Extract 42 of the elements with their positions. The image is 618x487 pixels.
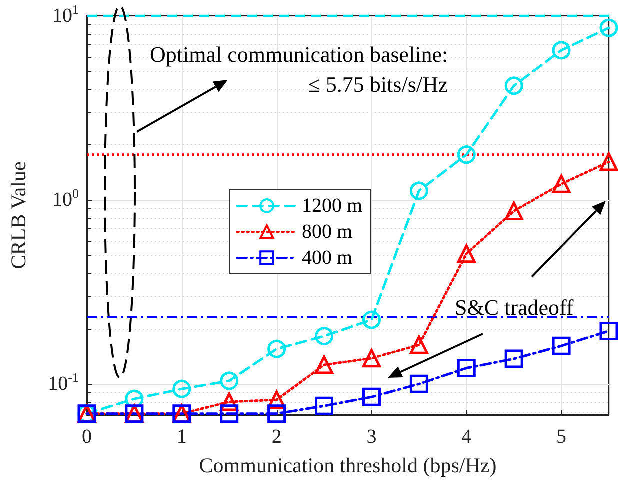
y-tick-label: 10$^{1}$ <box>52 2 79 27</box>
point <box>457 359 476 378</box>
x-tick-label: 5 <box>556 426 567 448</box>
point <box>315 327 334 346</box>
legend-label: 400 m <box>302 247 353 269</box>
annotation: S&C tradeoff <box>455 294 574 322</box>
y-axis-title: CRLB Value <box>6 162 30 270</box>
y-tick-label: 10$^{-1}$ <box>48 370 79 396</box>
point <box>362 349 381 368</box>
point <box>457 244 476 264</box>
point <box>362 388 381 406</box>
point <box>600 322 618 340</box>
point <box>268 404 286 424</box>
point <box>600 18 618 38</box>
annotation: Optimal communication baseline: ≤ 5.75 bits/s/Hz <box>150 41 448 99</box>
x-tick-label: 0 <box>82 426 92 448</box>
point <box>410 336 428 354</box>
point <box>504 76 524 96</box>
point <box>220 372 239 390</box>
x-tick-label: 3 <box>366 426 377 448</box>
y-tick-label: 10$^{0}$ <box>52 186 79 212</box>
point <box>220 404 239 424</box>
point <box>552 336 571 356</box>
point <box>504 350 524 368</box>
x-tick-label: 4 <box>462 426 472 448</box>
point <box>552 174 571 194</box>
point <box>552 41 571 60</box>
x-axis-title: Communication threshold (bps/Hz) <box>199 454 497 478</box>
legend-label: 1200 m <box>302 195 363 217</box>
point <box>410 374 428 394</box>
x-tick-label: 1 <box>176 426 187 448</box>
point <box>600 152 618 172</box>
point <box>315 396 334 416</box>
point <box>315 356 334 374</box>
point <box>457 146 476 164</box>
point <box>410 182 428 200</box>
legend-label: 800 m <box>302 221 353 243</box>
point <box>172 380 192 398</box>
point <box>268 340 286 358</box>
point <box>504 202 524 220</box>
point <box>362 310 381 330</box>
x-tick-label: 2 <box>272 426 282 448</box>
